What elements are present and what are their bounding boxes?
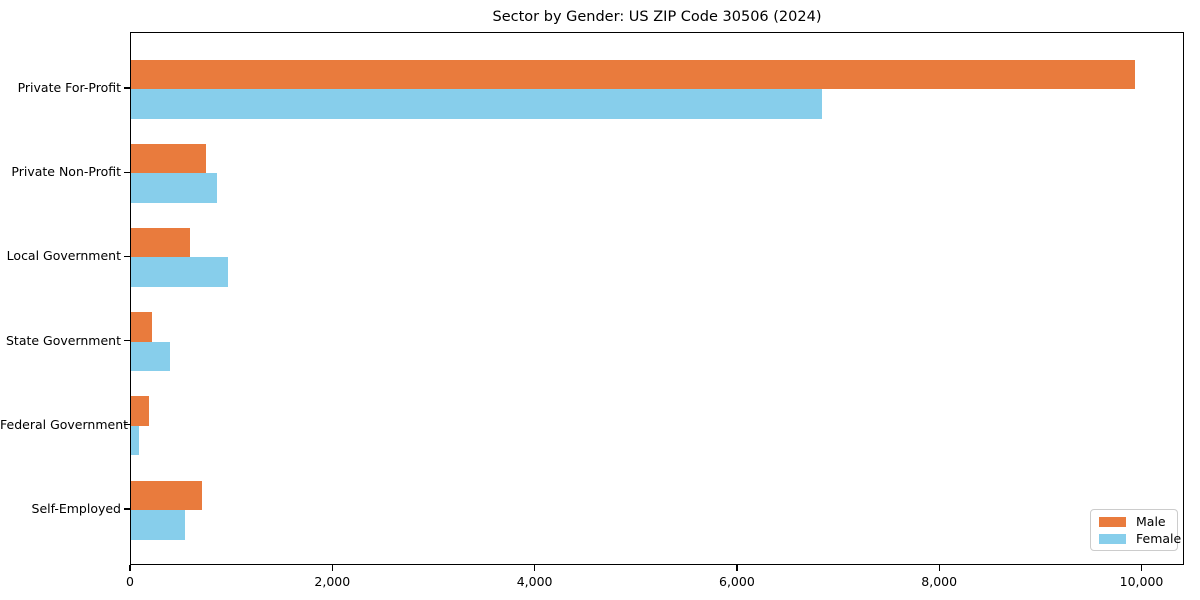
- x-axis-label-3: 6,000: [719, 574, 755, 589]
- x-tick-mark: [736, 565, 738, 571]
- y-tick-mark: [124, 87, 130, 89]
- bar-female-5: [131, 510, 185, 540]
- bar-male-3: [131, 312, 153, 342]
- y-tick-mark: [124, 171, 130, 173]
- y-axis-label-2: Local Government: [6, 248, 121, 264]
- y-tick-mark: [124, 508, 130, 510]
- y-tick-mark: [124, 424, 130, 426]
- x-tick-mark: [129, 565, 131, 571]
- x-tick-mark: [533, 565, 536, 571]
- y-axis-label-0: Private For-Profit: [17, 80, 121, 95]
- y-axis-label-1: Private Non-Profit: [11, 164, 121, 180]
- bar-female-1: [131, 173, 218, 203]
- legend-label-female: Female: [1136, 531, 1182, 546]
- bar-male-0: [131, 59, 1136, 89]
- x-axis-label-4: 8,000: [921, 574, 958, 589]
- x-axis-label-1: 2,000: [314, 574, 351, 589]
- y-tick-mark: [124, 255, 130, 258]
- x-axis-label-0: 0: [126, 574, 134, 589]
- x-axis-label-5: 10,000: [1119, 574, 1164, 589]
- y-axis-label-5: Self-Employed: [31, 501, 121, 516]
- legend-swatch-female: [1099, 533, 1126, 544]
- bar-female-2: [131, 257, 229, 287]
- legend-entry-female: Female: [1099, 532, 1181, 545]
- bar-female-4: [131, 425, 139, 456]
- legend-swatch-male: [1099, 516, 1126, 527]
- x-tick-mark: [938, 565, 940, 571]
- bar-female-3: [131, 341, 170, 372]
- x-tick-mark: [331, 565, 333, 571]
- x-tick-mark: [1140, 565, 1143, 571]
- plot-area: [130, 32, 1184, 565]
- y-tick-mark: [124, 339, 130, 342]
- bar-male-4: [131, 396, 150, 426]
- bar-male-2: [131, 227, 190, 258]
- legend-entry-male: Male: [1099, 515, 1169, 528]
- legend: Male Female: [1090, 509, 1181, 551]
- chart-title: Sector by Gender: US ZIP Code 30506 (202…: [492, 9, 822, 25]
- bar-male-5: [131, 480, 203, 510]
- y-axis-label-3: State Government: [5, 332, 121, 348]
- bar-female-0: [131, 89, 822, 119]
- legend-label-male: Male: [1136, 514, 1166, 529]
- bar-male-1: [131, 143, 206, 174]
- y-axis-label-4: Federal Government: [0, 416, 129, 432]
- x-axis-label-2: 4,000: [516, 574, 553, 589]
